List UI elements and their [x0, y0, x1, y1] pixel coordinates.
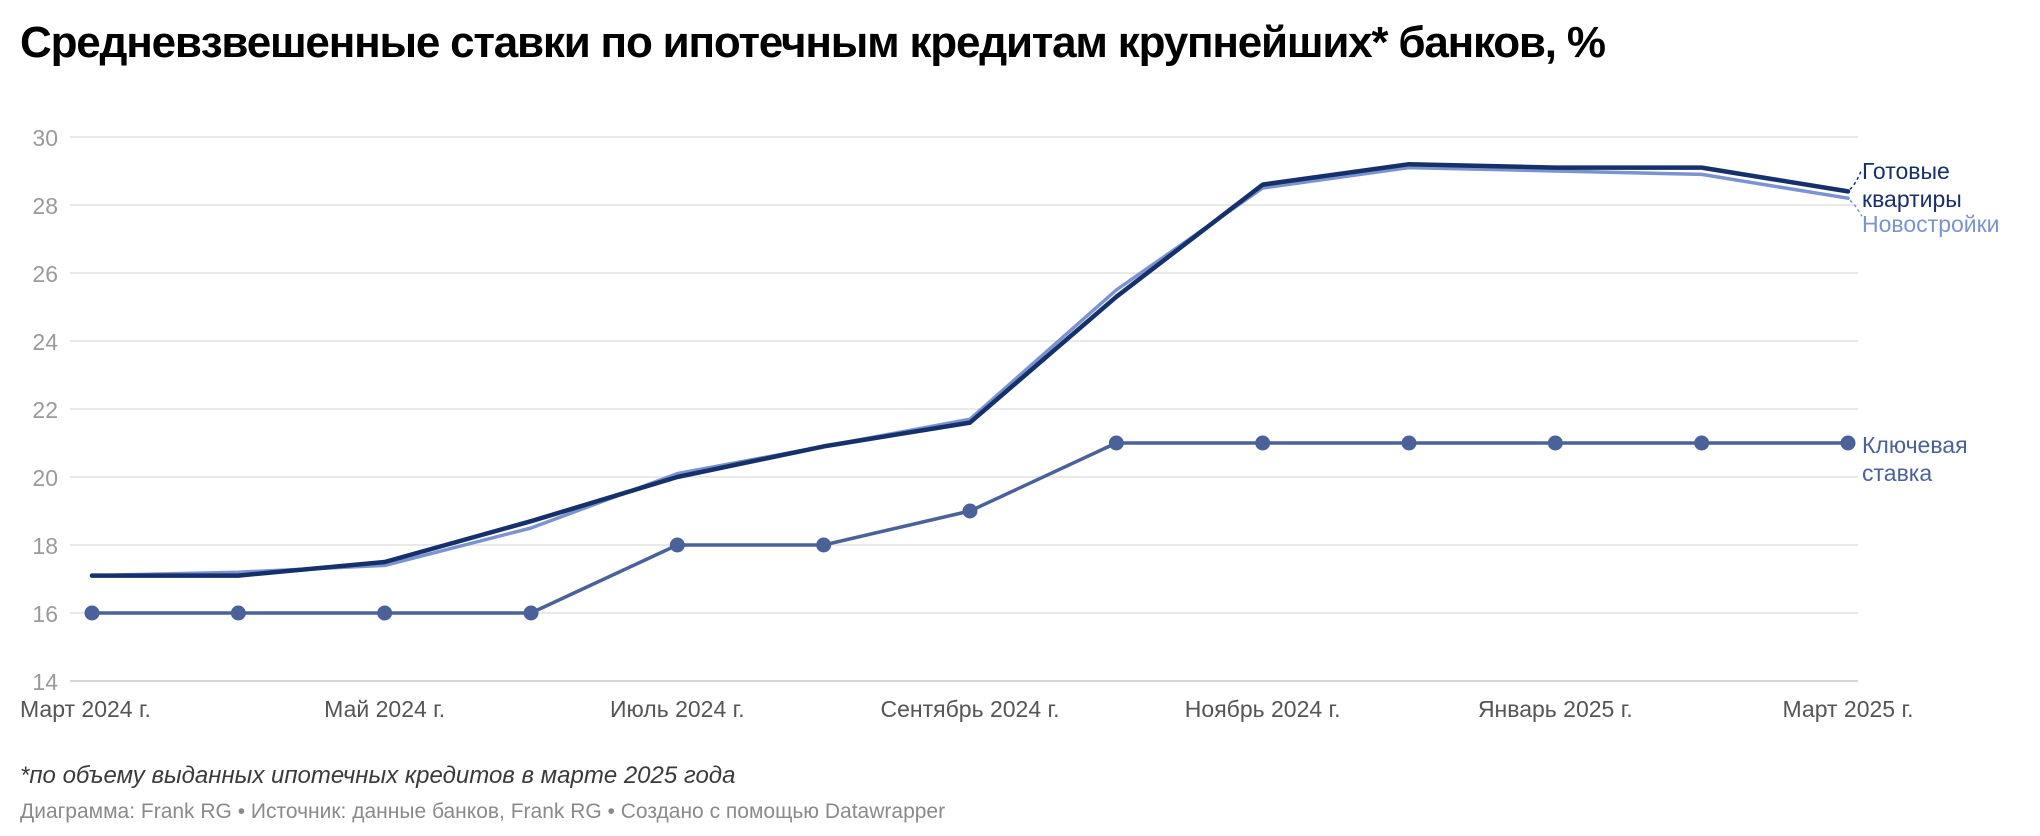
x-tick-label: Январь 2025 г. — [1478, 696, 1633, 722]
x-axis-tick-labels: Март 2024 г. Май 2024 г. Июль 2024 г. Сентя… — [20, 696, 1913, 722]
y-tick-label: 22 — [32, 397, 58, 423]
series-label-novostroyki: Новостройки — [1862, 211, 2000, 237]
data-point — [962, 503, 978, 519]
series-line — [89, 161, 1851, 578]
gridlines — [70, 136, 1858, 682]
data-point — [377, 605, 393, 621]
y-tick-label: 30 — [32, 125, 58, 151]
y-tick-label: 14 — [32, 669, 58, 695]
data-point — [1840, 435, 1856, 451]
x-tick-label: Март 2024 г. — [20, 696, 151, 722]
y-tick-label: 26 — [32, 261, 58, 287]
x-tick-label: Ноябрь 2024 г. — [1185, 696, 1341, 722]
data-point — [669, 537, 685, 553]
y-tick-label: 24 — [32, 329, 58, 355]
data-point — [1255, 435, 1271, 451]
x-tick-label: Май 2024 г. — [324, 696, 445, 722]
credits: Диаграмма: Frank RG • Источник: данные б… — [20, 800, 946, 823]
y-axis-tick-labels: 14 16 18 20 22 24 26 28 30 — [32, 125, 58, 695]
data-point — [1694, 435, 1710, 451]
series-label-klyuchevaya-stavka: Ключевая ставка — [1862, 432, 1968, 486]
data-point — [1108, 435, 1124, 451]
series-line — [90, 165, 1850, 578]
chart-title: Средневзвешенные ставки по ипотечным кре… — [20, 18, 1606, 67]
data-point — [84, 605, 100, 621]
data-point — [523, 605, 539, 621]
series-label-gotovye-kvartiry: Готовые квартиры — [1862, 158, 1962, 212]
footnote: *по объему выданных ипотечных кредитов в… — [20, 762, 736, 789]
label-connector — [1849, 169, 1863, 190]
series-lines — [84, 161, 1856, 621]
data-point — [1547, 435, 1563, 451]
x-tick-label: Сентябрь 2024 г. — [881, 696, 1060, 722]
y-tick-label: 16 — [32, 601, 58, 627]
x-tick-label: Март 2025 г. — [1783, 696, 1914, 722]
x-tick-label: Июль 2024 г. — [610, 696, 745, 722]
data-point — [1401, 435, 1417, 451]
y-tick-label: 20 — [32, 465, 58, 491]
label-connector — [1849, 199, 1863, 217]
series-line — [90, 441, 1850, 615]
y-tick-label: 28 — [32, 193, 58, 219]
data-point — [230, 605, 246, 621]
data-point — [816, 537, 832, 553]
y-tick-label: 18 — [32, 533, 58, 559]
